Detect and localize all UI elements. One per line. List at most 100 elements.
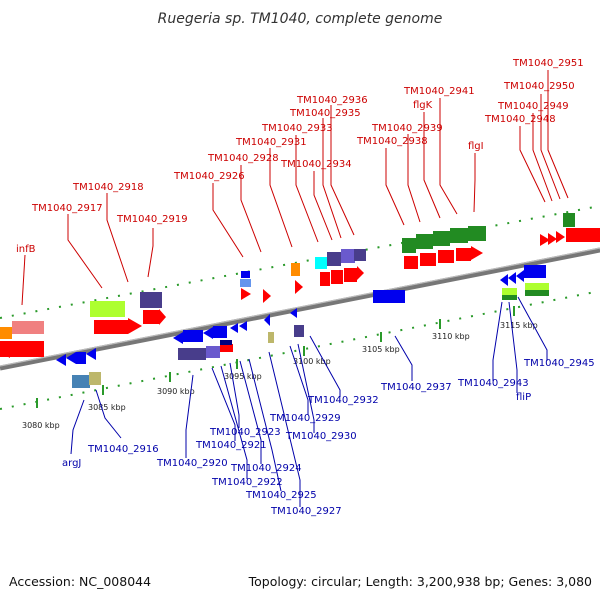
gene-feature[interactable]: [0, 327, 12, 339]
gene-feature[interactable]: [89, 372, 101, 385]
gene-label[interactable]: TM1040_2928: [207, 153, 279, 164]
gene-feature[interactable]: [86, 348, 96, 360]
gene-feature[interactable]: [402, 238, 416, 253]
gene-label[interactable]: TM1040_2930: [285, 431, 357, 442]
gene-feature[interactable]: [241, 271, 250, 278]
gene-label[interactable]: fliP: [516, 392, 531, 403]
gene-feature[interactable]: [373, 290, 405, 303]
gene-feature[interactable]: [239, 321, 247, 331]
gene-feature[interactable]: [320, 272, 330, 286]
gene-feature[interactable]: [291, 263, 300, 276]
gene-feature[interactable]: [90, 301, 125, 317]
gene-feature[interactable]: [203, 327, 213, 339]
gene-label[interactable]: TM1040_2922: [211, 477, 283, 488]
gene-feature[interactable]: [525, 290, 549, 296]
gene-feature[interactable]: [471, 246, 483, 260]
gene-feature[interactable]: [178, 348, 206, 360]
gene-feature[interactable]: [508, 272, 516, 284]
gene-feature[interactable]: [12, 321, 44, 334]
gene-label[interactable]: TM1040_2937: [380, 382, 452, 393]
gene-label[interactable]: flgK: [413, 100, 433, 111]
gene-feature[interactable]: [456, 248, 471, 261]
gene-label[interactable]: TM1040_2933: [261, 123, 333, 134]
gene-label[interactable]: infB: [16, 244, 36, 255]
gene-feature[interactable]: [183, 330, 203, 342]
gene-label[interactable]: TM1040_2932: [307, 395, 379, 406]
gene-feature[interactable]: [563, 213, 575, 227]
gene-label[interactable]: TM1040_2921: [195, 440, 267, 451]
gene-label[interactable]: TM1040_2934: [280, 159, 352, 170]
gene-feature[interactable]: [294, 325, 304, 337]
gene-label[interactable]: TM1040_2936: [296, 95, 368, 106]
gene-label[interactable]: TM1040_2920: [156, 458, 228, 469]
gene-feature[interactable]: [344, 268, 357, 282]
gene-feature[interactable]: [240, 279, 251, 287]
gene-label[interactable]: TM1040_2949: [497, 101, 569, 112]
gene-feature[interactable]: [56, 354, 66, 366]
gene-label[interactable]: TM1040_2948: [484, 114, 556, 125]
gene-feature[interactable]: [404, 256, 418, 269]
gene-label[interactable]: TM1040_2938: [356, 136, 428, 147]
gene-feature[interactable]: [213, 326, 227, 338]
gene-feature[interactable]: [420, 253, 436, 266]
gene-feature[interactable]: [468, 226, 486, 241]
gene-feature[interactable]: [143, 310, 159, 324]
gene-feature[interactable]: [220, 340, 232, 345]
gene-feature[interactable]: [450, 228, 468, 243]
gene-label[interactable]: argJ: [62, 458, 81, 469]
gene-label[interactable]: TM1040_2941: [403, 86, 475, 97]
gene-label[interactable]: TM1040_2926: [173, 171, 245, 182]
gene-feature[interactable]: [128, 318, 142, 334]
gene-feature[interactable]: [566, 228, 600, 242]
gene-feature[interactable]: [72, 375, 90, 388]
gene-feature[interactable]: [0, 346, 10, 358]
gene-label[interactable]: TM1040_2916: [87, 444, 159, 455]
gene-label[interactable]: TM1040_2919: [116, 214, 188, 225]
gene-label[interactable]: TM1040_2951: [512, 58, 584, 69]
gene-feature[interactable]: [525, 283, 549, 290]
gene-feature[interactable]: [500, 274, 508, 286]
gene-feature[interactable]: [502, 288, 517, 295]
gene-feature[interactable]: [438, 250, 454, 263]
gene-feature[interactable]: [263, 289, 271, 303]
gene-label[interactable]: TM1040_2950: [503, 81, 575, 92]
gene-feature[interactable]: [66, 352, 76, 364]
gene-feature[interactable]: [502, 295, 517, 300]
gene-label[interactable]: TM1040_2939: [371, 123, 443, 134]
gene-label[interactable]: TM1040_2918: [72, 182, 144, 193]
gene-feature[interactable]: [0, 341, 44, 357]
gene-label[interactable]: TM1040_2924: [230, 463, 302, 474]
gene-feature[interactable]: [159, 309, 166, 325]
gene-label[interactable]: TM1040_2945: [523, 358, 595, 369]
gene-label[interactable]: TM1040_2931: [235, 137, 307, 148]
gene-label[interactable]: TM1040_2929: [269, 413, 341, 424]
gene-feature[interactable]: [556, 231, 565, 243]
gene-feature[interactable]: [268, 332, 274, 343]
gene-feature[interactable]: [327, 252, 341, 266]
gene-feature[interactable]: [548, 233, 557, 245]
gene-label[interactable]: TM1040_2917: [31, 203, 103, 214]
gene-feature[interactable]: [516, 270, 524, 282]
gene-feature[interactable]: [76, 352, 86, 364]
gene-feature[interactable]: [140, 292, 162, 308]
gene-feature[interactable]: [354, 249, 366, 261]
gene-feature[interactable]: [357, 266, 364, 280]
gene-label[interactable]: flgI: [468, 141, 484, 152]
gene-feature[interactable]: [315, 257, 327, 269]
gene-label[interactable]: TM1040_2925: [245, 490, 317, 501]
gene-feature[interactable]: [331, 270, 343, 284]
gene-label[interactable]: TM1040_2935: [289, 108, 361, 119]
gene-label[interactable]: TM1040_2923: [209, 427, 281, 438]
gene-feature[interactable]: [295, 280, 303, 294]
gene-feature[interactable]: [241, 288, 251, 300]
gene-feature[interactable]: [540, 234, 550, 246]
gene-feature[interactable]: [433, 231, 450, 246]
gene-feature[interactable]: [206, 346, 220, 358]
gene-feature[interactable]: [220, 344, 233, 352]
gene-feature[interactable]: [524, 265, 546, 278]
gene-feature[interactable]: [264, 314, 270, 326]
gene-feature[interactable]: [416, 234, 433, 249]
gene-feature[interactable]: [94, 320, 128, 334]
gene-label[interactable]: TM1040_2927: [270, 506, 342, 517]
gene-feature[interactable]: [341, 249, 355, 263]
